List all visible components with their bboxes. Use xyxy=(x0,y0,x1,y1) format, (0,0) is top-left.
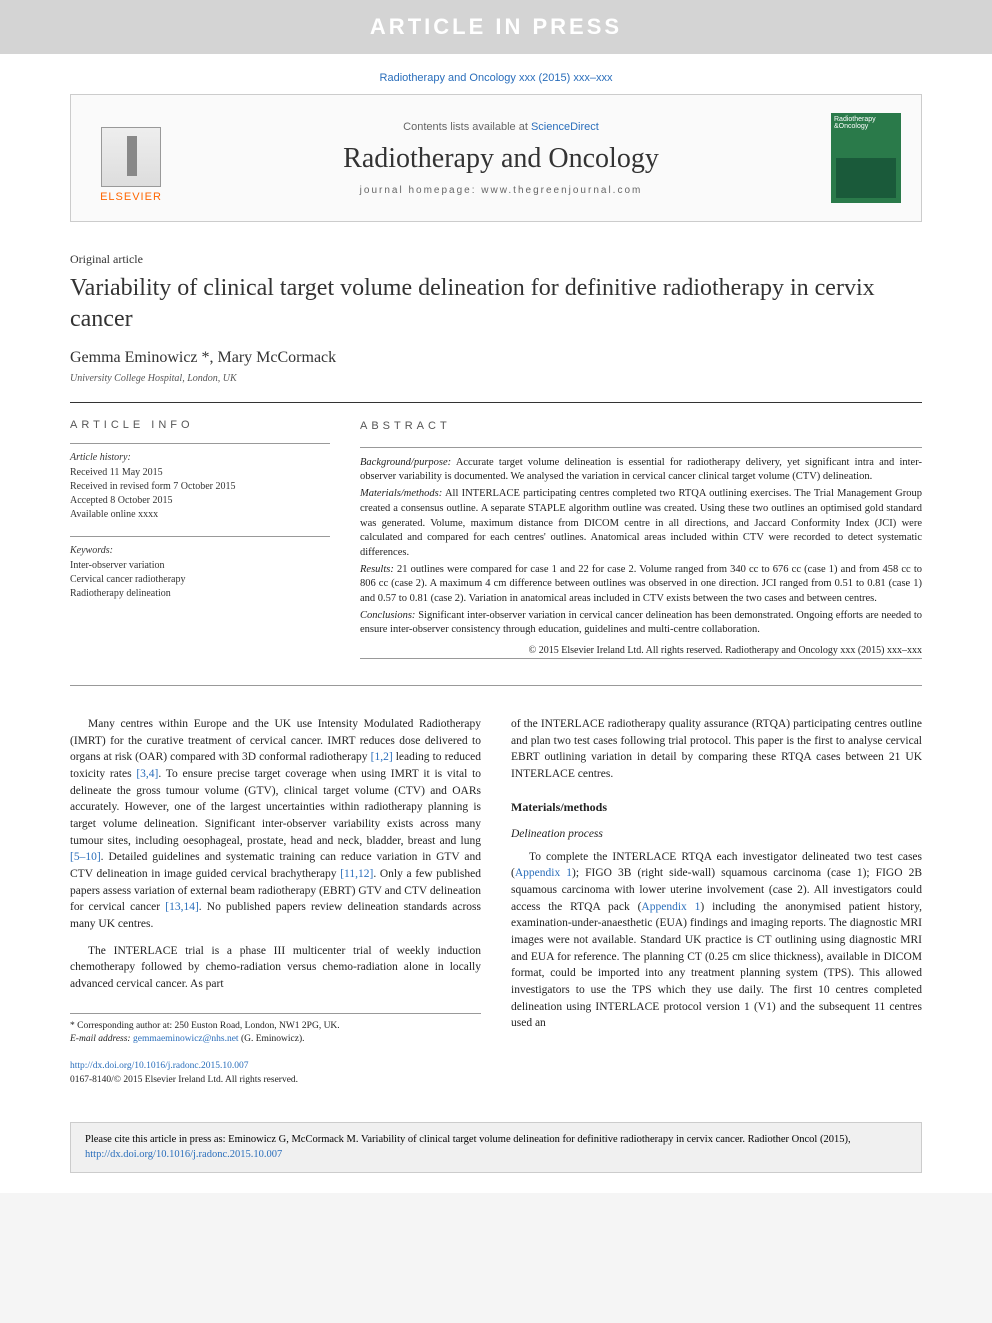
cite-doi-link[interactable]: http://dx.doi.org/10.1016/j.radonc.2015.… xyxy=(85,1149,282,1160)
abstract-results: Results: 21 outlines were compared for c… xyxy=(360,563,922,607)
materials-methods-heading: Materials/methods xyxy=(511,799,922,816)
article-affiliation: University College Hospital, London, UK xyxy=(70,373,922,384)
abstract-label: Materials/methods: xyxy=(360,488,442,499)
abstract-text: 21 outlines were compared for case 1 and… xyxy=(360,564,922,604)
email-link[interactable]: gemmaeminowicz@nhs.net xyxy=(133,1034,239,1044)
cover-title: Radiotherapy &Oncology xyxy=(834,116,876,130)
homepage-url[interactable]: www.thegreenjournal.com xyxy=(481,185,642,196)
page-container: ARTICLE IN PRESS Radiotherapy and Oncolo… xyxy=(0,0,992,1193)
abstract-conclusions: Conclusions: Significant inter-observer … xyxy=(360,609,922,638)
keyword: Inter-observer variation xyxy=(70,559,330,573)
article-title: Variability of clinical target volume de… xyxy=(70,273,922,335)
abstract-background: Background/purpose: Accurate target volu… xyxy=(360,456,922,485)
elsevier-logo[interactable]: ELSEVIER xyxy=(91,113,171,203)
elsevier-label: ELSEVIER xyxy=(100,191,162,203)
abstract-label: Results: xyxy=(360,564,394,575)
body-paragraph: To complete the INTERLACE RTQA each inve… xyxy=(511,849,922,1032)
citation-link[interactable]: [13,14] xyxy=(165,901,199,913)
citation-link[interactable]: [3,4] xyxy=(136,768,158,780)
body-paragraph: The INTERLACE trial is a phase III multi… xyxy=(70,943,481,993)
article-history-section: Article history: Received 11 May 2015 Re… xyxy=(70,443,330,522)
article-content: Original article Variability of clinical… xyxy=(0,222,992,1108)
email-who: (G. Eminowicz). xyxy=(239,1034,305,1044)
delineation-process-heading: Delineation process xyxy=(511,826,922,843)
body-paragraph: of the INTERLACE radiotherapy quality as… xyxy=(511,716,922,783)
please-cite-box: Please cite this article in press as: Em… xyxy=(70,1122,922,1173)
history-line: Accepted 8 October 2015 xyxy=(70,494,330,508)
body-right-column: of the INTERLACE radiotherapy quality as… xyxy=(511,716,922,1088)
keywords-section: Keywords: Inter-observer variation Cervi… xyxy=(70,536,330,601)
footnote-block: * Corresponding author at: 250 Euston Ro… xyxy=(70,1013,481,1047)
contents-available-line: Contents lists available at ScienceDirec… xyxy=(171,121,831,133)
body-text: ) including the anonymised patient histo… xyxy=(511,901,922,1030)
history-line: Received 11 May 2015 xyxy=(70,466,330,480)
history-line: Received in revised form 7 October 2015 xyxy=(70,480,330,494)
appendix-link[interactable]: Appendix 1 xyxy=(641,901,700,913)
doi-link[interactable]: http://dx.doi.org/10.1016/j.radonc.2015.… xyxy=(70,1061,248,1071)
issn-line: 0167-8140/© 2015 Elsevier Ireland Ltd. A… xyxy=(70,1074,481,1088)
header-citation: Radiotherapy and Oncology xxx (2015) xxx… xyxy=(0,54,992,94)
keyword: Cervical cancer radiotherapy xyxy=(70,573,330,587)
article-info-heading: ARTICLE INFO xyxy=(70,419,330,431)
article-info-column: ARTICLE INFO Article history: Received 1… xyxy=(70,419,330,667)
contents-prefix: Contents lists available at xyxy=(403,121,531,133)
abstract-methods: Materials/methods: All INTERLACE partici… xyxy=(360,487,922,560)
article-in-press-banner: ARTICLE IN PRESS xyxy=(0,0,992,54)
divider xyxy=(70,685,922,686)
divider xyxy=(70,402,922,403)
citation-link[interactable]: [11,12] xyxy=(340,868,373,880)
doi-block: http://dx.doi.org/10.1016/j.radonc.2015.… xyxy=(70,1060,481,1088)
keywords-label: Keywords: xyxy=(70,545,330,556)
history-label: Article history: xyxy=(70,452,330,463)
sciencedirect-link[interactable]: ScienceDirect xyxy=(531,121,599,133)
abstract-label: Conclusions: xyxy=(360,610,415,621)
journal-header-box: ELSEVIER Contents lists available at Sci… xyxy=(70,94,922,222)
history-line: Available online xxxx xyxy=(70,508,330,522)
homepage-label: journal homepage: xyxy=(360,185,482,196)
email-label: E-mail address: xyxy=(70,1034,133,1044)
journal-homepage-line: journal homepage: www.thegreenjournal.co… xyxy=(171,185,831,196)
keyword: Radiotherapy delineation xyxy=(70,587,330,601)
article-authors: Gemma Eminowicz *, Mary McCormack xyxy=(70,349,922,367)
citation-link[interactable]: [5–10] xyxy=(70,851,101,863)
abstract-column: ABSTRACT Background/purpose: Accurate ta… xyxy=(360,419,922,667)
info-abstract-row: ARTICLE INFO Article history: Received 1… xyxy=(70,419,922,667)
elsevier-tree-icon xyxy=(101,127,161,187)
header-center: Contents lists available at ScienceDirec… xyxy=(171,121,831,196)
body-columns: Many centres within Europe and the UK us… xyxy=(70,716,922,1088)
body-left-column: Many centres within Europe and the UK us… xyxy=(70,716,481,1088)
appendix-link[interactable]: Appendix 1 xyxy=(515,867,572,879)
email-line: E-mail address: gemmaeminowicz@nhs.net (… xyxy=(70,1033,481,1046)
body-paragraph: Many centres within Europe and the UK us… xyxy=(70,716,481,933)
article-type: Original article xyxy=(70,252,922,267)
abstract-copyright: © 2015 Elsevier Ireland Ltd. All rights … xyxy=(360,644,922,658)
abstract-heading: ABSTRACT xyxy=(360,419,922,434)
abstract-label: Background/purpose: xyxy=(360,457,451,468)
abstract-text: Significant inter-observer variation in … xyxy=(360,610,922,636)
citation-link[interactable]: [1,2] xyxy=(371,751,393,763)
corresponding-author: * Corresponding author at: 250 Euston Ro… xyxy=(70,1020,481,1033)
journal-name: Radiotherapy and Oncology xyxy=(171,143,831,175)
journal-cover-thumbnail[interactable]: Radiotherapy &Oncology xyxy=(831,113,901,203)
abstract-text: All INTERLACE participating centres comp… xyxy=(360,488,922,558)
cite-text: Please cite this article in press as: Em… xyxy=(85,1134,851,1145)
